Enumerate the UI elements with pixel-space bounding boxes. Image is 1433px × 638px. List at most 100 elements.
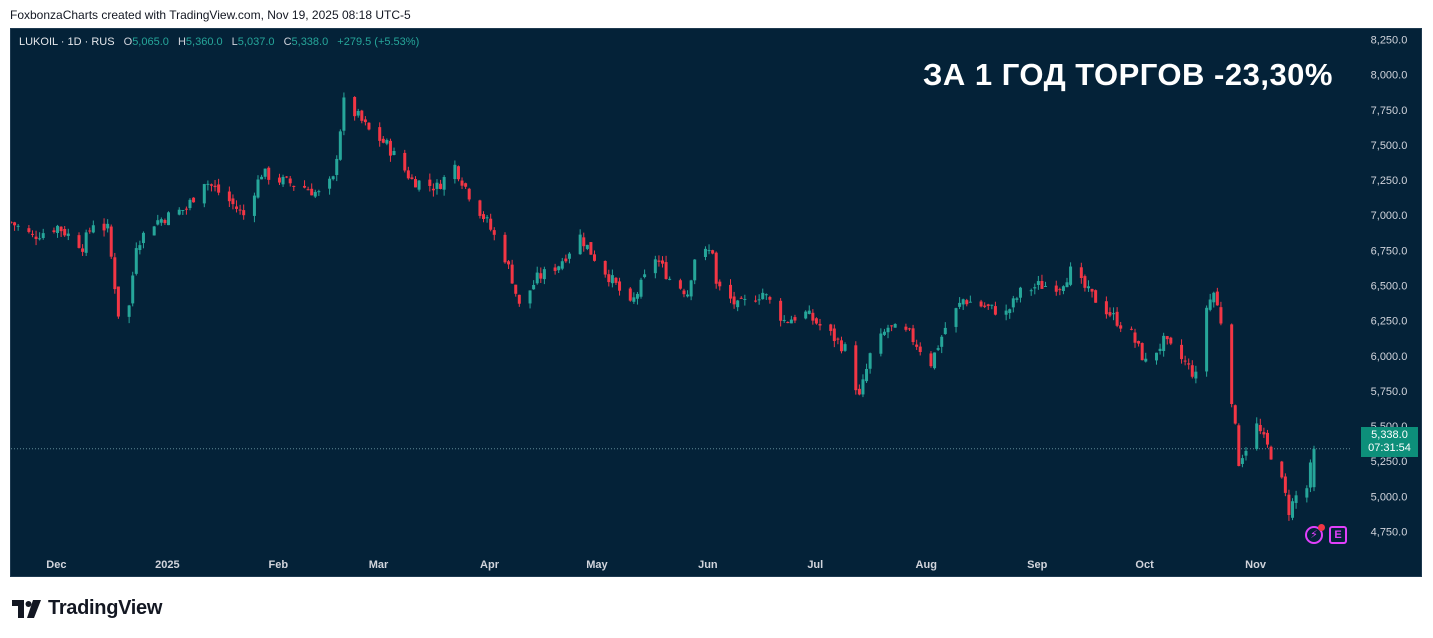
- candle[interactable]: [918, 342, 922, 356]
- candle[interactable]: [88, 227, 92, 234]
- candle[interactable]: [1158, 343, 1162, 355]
- candle[interactable]: [338, 129, 342, 161]
- candle[interactable]: [188, 198, 192, 211]
- candle[interactable]: [1291, 498, 1295, 521]
- candle[interactable]: [52, 227, 56, 234]
- candle[interactable]: [163, 218, 167, 225]
- candle[interactable]: [668, 276, 672, 281]
- candle[interactable]: [979, 299, 983, 308]
- candle[interactable]: [489, 213, 493, 232]
- candle[interactable]: [707, 244, 711, 255]
- candle[interactable]: [285, 175, 289, 179]
- candle[interactable]: [102, 218, 106, 237]
- candle[interactable]: [814, 317, 818, 325]
- candle[interactable]: [1104, 296, 1108, 319]
- candle[interactable]: [256, 175, 260, 199]
- candle[interactable]: [510, 259, 514, 284]
- candle[interactable]: [1054, 280, 1058, 296]
- candle[interactable]: [1137, 340, 1141, 347]
- candle[interactable]: [109, 224, 113, 259]
- candle[interactable]: [933, 352, 937, 370]
- candle[interactable]: [1190, 360, 1194, 379]
- candle[interactable]: [41, 228, 45, 240]
- candle[interactable]: [1011, 295, 1015, 313]
- candle[interactable]: [736, 299, 740, 312]
- candle[interactable]: [1269, 445, 1273, 460]
- chart-panel[interactable]: 8,250.0 8,000.0 7,750.0 7,500.0 7,250.0 7,000…: [10, 28, 1422, 577]
- candle[interactable]: [30, 230, 34, 238]
- candle[interactable]: [904, 323, 908, 332]
- candle[interactable]: [428, 173, 432, 192]
- candle[interactable]: [782, 315, 786, 323]
- candle[interactable]: [267, 166, 271, 185]
- candle[interactable]: [1069, 262, 1073, 287]
- candle[interactable]: [686, 290, 690, 298]
- candle[interactable]: [1144, 352, 1148, 363]
- candle[interactable]: [252, 192, 256, 223]
- candle[interactable]: [557, 265, 561, 274]
- candle[interactable]: [1090, 288, 1094, 298]
- candle[interactable]: [993, 301, 997, 316]
- candle[interactable]: [431, 183, 435, 197]
- candle[interactable]: [482, 211, 486, 223]
- candle[interactable]: [1108, 307, 1112, 318]
- candle[interactable]: [360, 109, 364, 124]
- candle[interactable]: [560, 257, 564, 271]
- candle[interactable]: [1058, 287, 1062, 296]
- candle[interactable]: [1308, 459, 1312, 493]
- candle[interactable]: [528, 290, 532, 309]
- candle[interactable]: [657, 255, 661, 267]
- candle[interactable]: [1233, 404, 1237, 425]
- candle[interactable]: [1133, 328, 1137, 348]
- candle[interactable]: [116, 286, 120, 319]
- candle[interactable]: [643, 269, 647, 279]
- candle[interactable]: [217, 178, 221, 196]
- candle[interactable]: [893, 323, 897, 328]
- candle[interactable]: [1212, 291, 1216, 308]
- candle[interactable]: [754, 295, 758, 303]
- candle[interactable]: [213, 180, 217, 192]
- tradingview-brand[interactable]: TradingView: [12, 597, 162, 620]
- candle[interactable]: [653, 255, 657, 279]
- candle[interactable]: [868, 352, 872, 374]
- candle[interactable]: [456, 165, 460, 182]
- candle[interactable]: [628, 287, 632, 302]
- candle[interactable]: [542, 266, 546, 285]
- candle[interactable]: [607, 269, 611, 287]
- candle[interactable]: [1094, 289, 1098, 303]
- candle[interactable]: [804, 310, 808, 320]
- candle[interactable]: [618, 277, 622, 296]
- candle[interactable]: [235, 200, 239, 213]
- candle[interactable]: [260, 174, 264, 180]
- candle[interactable]: [292, 185, 296, 191]
- candle[interactable]: [983, 302, 987, 309]
- candle[interactable]: [27, 225, 31, 234]
- candle[interactable]: [317, 189, 321, 196]
- candle[interactable]: [739, 296, 743, 299]
- candle[interactable]: [277, 173, 281, 186]
- candle[interactable]: [567, 252, 571, 264]
- candle[interactable]: [152, 225, 156, 236]
- candle[interactable]: [1283, 473, 1287, 497]
- candle[interactable]: [478, 199, 482, 219]
- candle[interactable]: [693, 259, 697, 285]
- candle[interactable]: [331, 175, 335, 181]
- candle[interactable]: [861, 374, 865, 398]
- candlestick-chart[interactable]: 8,250.0 8,000.0 7,750.0 7,500.0 7,250.0 7,000…: [11, 29, 1422, 577]
- candle[interactable]: [1215, 287, 1219, 306]
- candle[interactable]: [231, 194, 235, 210]
- candle[interactable]: [1205, 305, 1209, 377]
- candle[interactable]: [1183, 355, 1187, 366]
- candle[interactable]: [1112, 307, 1116, 321]
- candle[interactable]: [385, 138, 389, 146]
- candle[interactable]: [410, 174, 414, 180]
- candle[interactable]: [757, 294, 761, 305]
- candle[interactable]: [131, 271, 135, 307]
- candle[interactable]: [589, 241, 593, 255]
- candle[interactable]: [507, 259, 511, 269]
- candle[interactable]: [1162, 332, 1166, 357]
- candle[interactable]: [1237, 423, 1241, 467]
- candle[interactable]: [1015, 296, 1019, 303]
- candle[interactable]: [242, 204, 246, 220]
- candle[interactable]: [610, 269, 614, 288]
